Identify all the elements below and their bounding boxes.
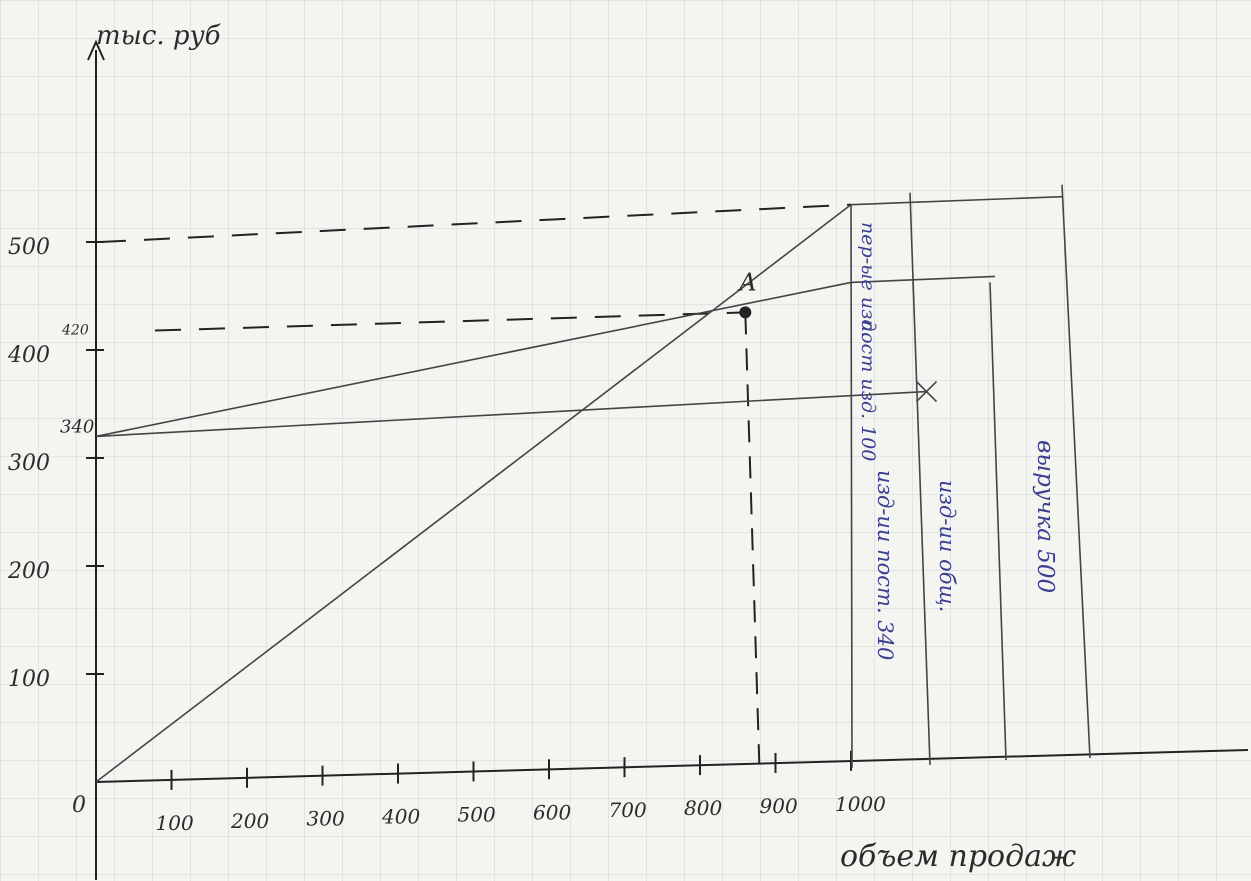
guide-break-even-y [154,311,746,332]
x-tick-label: 600 [533,800,571,824]
x-tick-label: 300 [307,807,345,831]
x-tick-label: 900 [760,794,798,818]
annotation-fixed-costs-340: изд-ии пост. 340 [873,470,897,660]
y-tick-label: 300 [8,451,50,476]
annotation-fixed-costs: пост изд. 100 [857,320,879,461]
annotation-revenue: выручка 500 [1032,440,1058,593]
guide-revenue [99,203,852,243]
x-tick-label: 400 [381,805,420,829]
y-tick-label: 500 [8,235,50,260]
reference-label-340: 340 [60,416,94,437]
series-line-3 [95,390,927,438]
y-axis-label: тыс. руб [96,21,221,51]
x-tick-label: 200 [230,809,269,833]
y-axis-arrow [87,39,105,61]
total-cost-top-bracket [850,275,996,284]
x-tick-label: 1000 [835,792,886,816]
total-cost-measure-arrow [989,282,1007,761]
series-line-2 [95,281,852,438]
series-layer [95,204,927,783]
x-tick-label: 500 [458,802,496,826]
guide-break-even-x [744,312,761,764]
y-tick-label: 400 [7,343,50,368]
x-axis-label: объем продаж [840,839,1076,874]
y-ticks: 100 200 300 400 500 [7,235,104,692]
x-tick-label: 800 [684,796,722,820]
measure-fixed-arrow [909,192,931,766]
x-axis [95,749,1249,783]
x-tick-label: 100 [156,811,194,835]
series-line-1 [95,204,852,783]
annotation-variable-costs: пер-ые изд. [857,222,879,338]
revenue-measure-arrow [1061,184,1091,759]
reference-label-420: 420 [61,323,89,339]
break-even-dot [739,306,752,319]
x-tick-label: 700 [609,798,647,822]
revenue-top-bracket [850,195,1063,206]
measure-left-edge [850,204,853,769]
break-even-label: A [737,268,756,296]
origin-label: 0 [72,793,86,818]
x-ticks: 100 200 300 400 500 600 700 800 900 1000 [156,750,886,835]
y-tick-label: 200 [7,559,50,584]
y-tick-label: 100 [8,667,50,692]
annotation-total-costs: изд-ии общ. [935,480,959,612]
axes [87,39,1249,880]
